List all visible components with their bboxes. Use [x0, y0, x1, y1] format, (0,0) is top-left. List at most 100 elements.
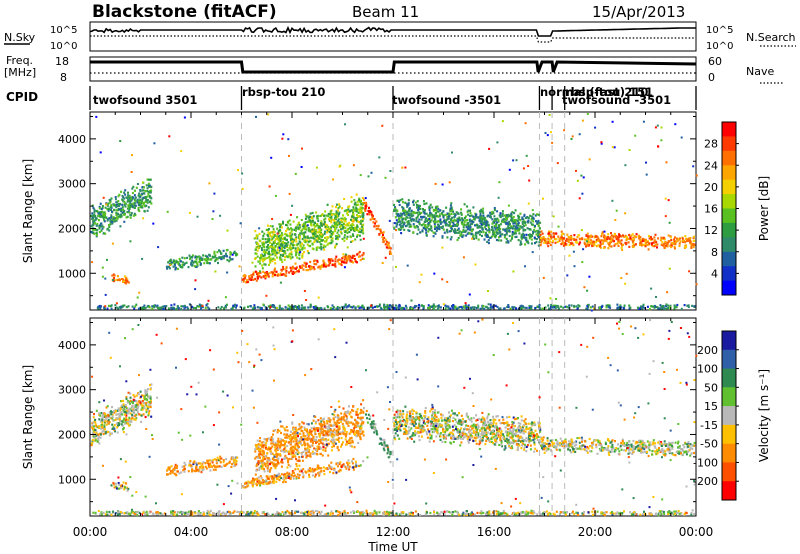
power-pixel	[345, 209, 348, 212]
power-pixel	[613, 244, 616, 247]
power-pixel	[237, 169, 239, 172]
power-pixel	[455, 307, 458, 310]
power-pixel	[208, 253, 211, 256]
power-pixel	[329, 260, 332, 263]
power-pixel	[496, 210, 499, 213]
power-pixel	[204, 254, 207, 257]
power-pixel	[291, 233, 294, 236]
power-pixel	[503, 228, 506, 231]
power-pixel	[384, 176, 387, 179]
vel-pixel	[146, 407, 149, 410]
power-pixel	[352, 216, 355, 219]
power-pixel	[348, 210, 351, 213]
power-pixel	[355, 203, 358, 206]
power-pixel	[627, 241, 630, 244]
power-pixel	[268, 259, 271, 262]
power-pixel	[519, 305, 522, 308]
power-pixel	[123, 275, 126, 278]
power-pixel	[521, 216, 524, 219]
power-pixel	[525, 240, 528, 243]
vel-pixel	[128, 424, 131, 427]
power-pixel	[146, 195, 149, 198]
power-pixel	[529, 221, 532, 224]
power-pixel	[623, 235, 626, 238]
power-pixel	[573, 265, 576, 268]
power-pixel	[432, 303, 435, 306]
power-pixel	[501, 233, 504, 236]
power-pixel	[355, 217, 358, 220]
power-pixel	[364, 207, 367, 210]
power-pixel	[307, 216, 310, 219]
power-pixel	[319, 265, 322, 268]
power-pixel	[524, 224, 527, 227]
power-pixel	[614, 219, 617, 221]
power-pixel	[323, 218, 326, 221]
power-pixel	[479, 217, 482, 220]
power-pixel	[98, 226, 101, 229]
power-pixel	[391, 306, 393, 309]
vel-pixel	[253, 480, 255, 483]
power-pixel	[361, 218, 364, 221]
vel-pixel	[322, 466, 325, 469]
power-pixel	[475, 213, 478, 216]
vel-pixel	[143, 402, 145, 405]
power-pixel	[276, 251, 279, 254]
power-pixel	[456, 238, 459, 242]
power-pixel	[335, 237, 337, 240]
power-pixel	[288, 252, 291, 255]
power-pixel	[372, 221, 375, 224]
power-pixel	[547, 304, 550, 307]
vel-pixel	[166, 473, 169, 476]
vel-pixel	[302, 476, 305, 479]
power-pixel	[653, 304, 656, 308]
power-pixel	[295, 229, 297, 232]
power-pixel	[324, 245, 327, 248]
power-pixel	[273, 231, 276, 234]
power-pixel	[344, 230, 347, 233]
power-pixel	[280, 273, 283, 276]
power-pixel	[656, 246, 658, 249]
power-pixel	[510, 215, 513, 218]
power-pixel	[284, 274, 287, 277]
power-pixel	[274, 262, 277, 265]
power-pixel	[233, 251, 235, 255]
y-tick-label: 4000	[58, 133, 86, 146]
power-pixel	[512, 227, 515, 230]
power-pixel	[219, 250, 222, 253]
power-pixel	[150, 202, 153, 205]
power-pixel	[298, 254, 301, 257]
power-pixel	[146, 190, 149, 193]
nsearch-label: N.Search	[746, 31, 796, 44]
power-pixel	[401, 206, 404, 209]
power-pixel	[388, 219, 391, 222]
power-pixel	[348, 227, 351, 230]
power-pixel	[255, 252, 258, 255]
power-pixel	[312, 235, 315, 238]
power-pixel	[284, 268, 287, 271]
power-pixel	[418, 211, 421, 214]
power-pixel	[537, 213, 540, 216]
power-pixel	[279, 249, 281, 252]
power-pixel	[435, 209, 438, 212]
power-pixel	[312, 266, 315, 269]
power-pixel	[224, 306, 227, 309]
power-pixel	[401, 217, 404, 220]
power-pixel	[403, 307, 406, 310]
power-pixel	[327, 215, 330, 218]
power-pixel	[464, 305, 467, 308]
power-pixel	[687, 238, 690, 241]
power-pixel	[98, 305, 101, 308]
vel-pixel	[180, 471, 183, 474]
power-pixel	[401, 306, 404, 310]
power-pixel	[490, 216, 492, 219]
power-pixel	[231, 258, 234, 261]
power-pixel	[172, 261, 175, 264]
power-pixel	[434, 215, 437, 218]
power-pixel	[641, 237, 644, 240]
power-pixel	[618, 240, 621, 243]
power-pixel	[346, 246, 349, 249]
nsky-trace	[89, 25, 696, 37]
power-pixel	[554, 306, 557, 310]
power-pixel	[282, 240, 285, 244]
vel-pixel	[209, 469, 212, 472]
